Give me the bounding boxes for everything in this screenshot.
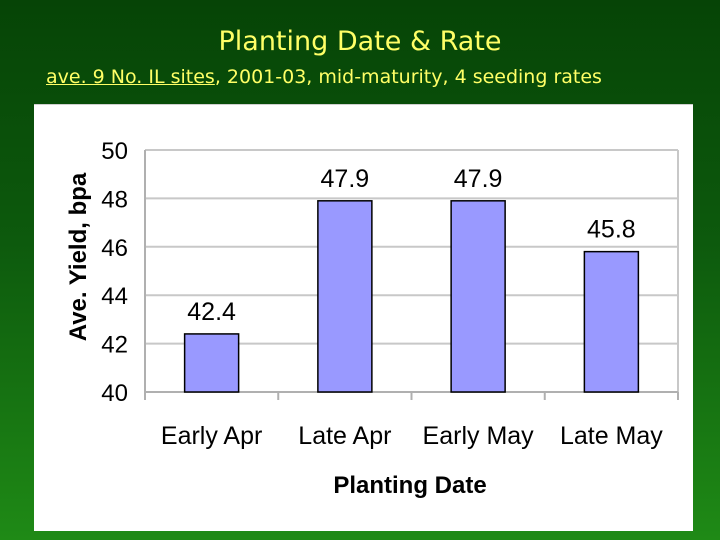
- data-label: 47.9: [321, 165, 370, 193]
- y-axis-label: Ave. Yield, bpa: [65, 172, 92, 341]
- x-tick-label: Early Apr: [161, 422, 262, 450]
- bar-3: [583, 250, 640, 393]
- y-tick-label: 46: [101, 235, 128, 262]
- data-label: 42.4: [187, 298, 236, 326]
- bar-0: [183, 333, 240, 393]
- x-tick-label: Late Apr: [298, 422, 391, 450]
- x-tick-label: Late May: [560, 422, 663, 450]
- y-tick-label: 42: [101, 332, 128, 359]
- subtitle-sites-link[interactable]: ave. 9 No. IL sites: [46, 66, 215, 88]
- chart-panel: 42.4 47.9 47.9 45.8 40 42 44 46 48 50 Early Apr L…: [34, 104, 693, 531]
- x-axis-label: Planting Date: [333, 472, 486, 499]
- data-label: 47.9: [454, 165, 503, 193]
- y-tick-labels: 40 42 44 46 48 50: [101, 138, 128, 407]
- bars: [183, 200, 640, 393]
- y-tick-label: 40: [101, 380, 128, 407]
- bar-2: [450, 200, 506, 393]
- bar-1: [317, 200, 373, 393]
- x-tick-label: Early May: [423, 422, 535, 450]
- subtitle-details: , 2001-03, mid-maturity, 4 seeding rates: [214, 66, 602, 88]
- data-label: 45.8: [587, 216, 636, 244]
- x-tick-labels: Early Apr Late Apr Early May Late May: [161, 422, 663, 450]
- bar-chart: 42.4 47.9 47.9 45.8 40 42 44 46 48 50 Early Apr L…: [65, 138, 679, 499]
- y-tick-label: 48: [101, 186, 128, 213]
- y-tick-label: 44: [101, 283, 128, 310]
- slide-subtitle: ave. 9 No. IL sites, 2001-03, mid-maturi…: [46, 66, 602, 88]
- y-tick-label: 50: [101, 138, 128, 165]
- data-labels: 42.4 47.9 47.9 45.8: [187, 165, 635, 326]
- slide-title: Planting Date & Rate: [218, 26, 502, 57]
